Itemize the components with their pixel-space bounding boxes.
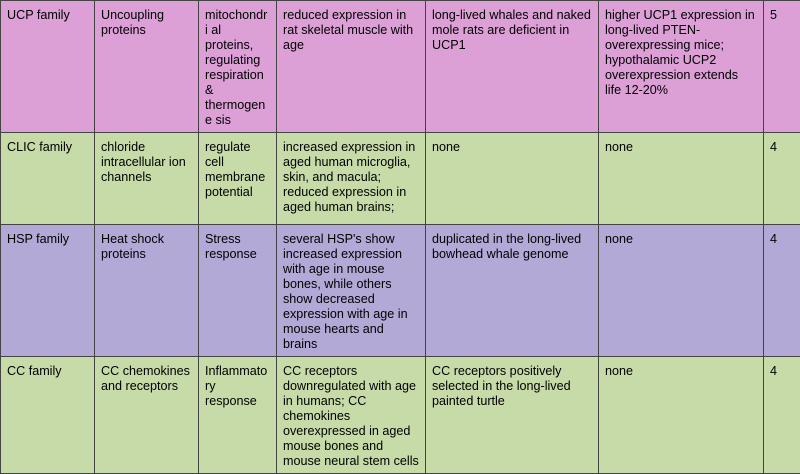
family-cell: UCP family	[1, 1, 95, 133]
long-lived-species-cell: duplicated in the long-lived bowhead wha…	[426, 225, 599, 357]
long-lived-species-cell: CC receptors positively selected in the …	[426, 357, 599, 474]
score-cell: 4	[764, 133, 800, 225]
family-cell: HSP family	[1, 225, 95, 357]
family-cell: CLIC family	[1, 133, 95, 225]
score-cell: 4	[764, 225, 800, 357]
function-cell: mitochondri al proteins, regulating resp…	[199, 1, 277, 133]
function-cell: Inflammatory response	[199, 357, 277, 474]
score-cell: 5	[764, 1, 800, 133]
protein-name-cell: chloride intracellular ion channels	[95, 133, 199, 225]
protein-name-cell: Uncoupling proteins	[95, 1, 199, 133]
table-row: UCP family Uncoupling proteins mitochond…	[1, 1, 800, 133]
function-cell: regulate cell membrane potential	[199, 133, 277, 225]
long-lived-species-cell: long-lived whales and naked mole rats ar…	[426, 1, 599, 133]
table-row: HSP family Heat shock proteins Stress re…	[1, 225, 800, 357]
protein-name-cell: Heat shock proteins	[95, 225, 199, 357]
table-row: CLIC family chloride intracellular ion c…	[1, 133, 800, 225]
aging-expression-cell: reduced expression in rat skeletal muscl…	[277, 1, 426, 133]
lifespan-effect-cell: none	[599, 357, 764, 474]
table-row: CC family CC chemokines and receptors In…	[1, 357, 800, 474]
aging-expression-cell: increased expression in aged human micro…	[277, 133, 426, 225]
lifespan-effect-cell: none	[599, 133, 764, 225]
aging-expression-cell: CC receptors downregulated with age in h…	[277, 357, 426, 474]
aging-expression-cell: several HSP's show increased expression …	[277, 225, 426, 357]
score-cell: 4	[764, 357, 800, 474]
family-cell: CC family	[1, 357, 95, 474]
long-lived-species-cell: none	[426, 133, 599, 225]
protein-name-cell: CC chemokines and receptors	[95, 357, 199, 474]
function-cell: Stress response	[199, 225, 277, 357]
lifespan-effect-cell: higher UCP1 expression in long-lived PTE…	[599, 1, 764, 133]
lifespan-effect-cell: none	[599, 225, 764, 357]
